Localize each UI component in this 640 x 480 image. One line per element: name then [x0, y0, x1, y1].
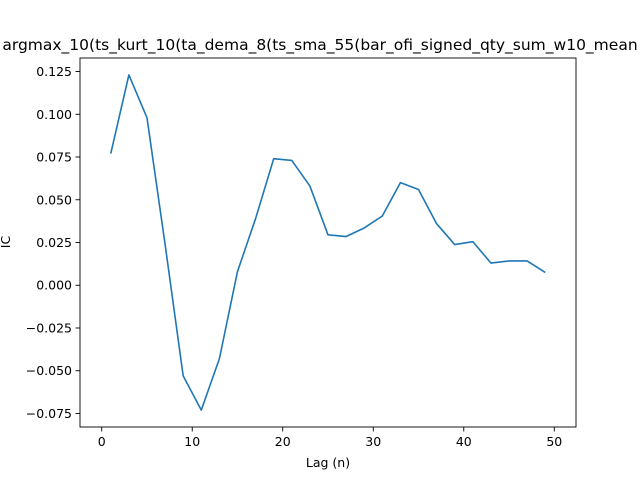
y-tick-label: 0.050 — [36, 192, 72, 207]
y-tick-label: 0.125 — [36, 64, 72, 79]
x-tick-label: 10 — [184, 434, 200, 449]
x-tick-label: 30 — [365, 434, 381, 449]
x-tick-label: 40 — [456, 434, 472, 449]
y-tick-label: 0.025 — [36, 235, 72, 250]
x-tick-label: 50 — [546, 434, 562, 449]
y-tick-label: −0.025 — [26, 320, 72, 335]
y-axis: −0.075 −0.050 −0.025 0.000 0.025 0.050 0.075 0.… — [26, 64, 80, 421]
y-tick-label: 0.075 — [36, 150, 72, 165]
x-axis-label: Lag (n) — [306, 455, 350, 470]
y-tick-label: 0.100 — [36, 107, 72, 122]
y-tick-label: −0.050 — [26, 363, 72, 378]
plot-frame — [79, 57, 577, 428]
x-tick-label: 0 — [98, 434, 106, 449]
plot-area — [79, 57, 577, 428]
y-axis-label: IC — [0, 236, 13, 249]
y-tick-label: 0.000 — [36, 278, 72, 293]
y-tick-label: −0.075 — [26, 406, 72, 421]
x-axis: 0 10 20 30 40 50 — [98, 427, 562, 449]
series-line-0 — [109, 74, 546, 411]
chart-title: argmax_10(ts_kurt_10(ta_dema_8(ts_sma_55… — [2, 36, 637, 55]
x-tick-label: 20 — [275, 434, 291, 449]
